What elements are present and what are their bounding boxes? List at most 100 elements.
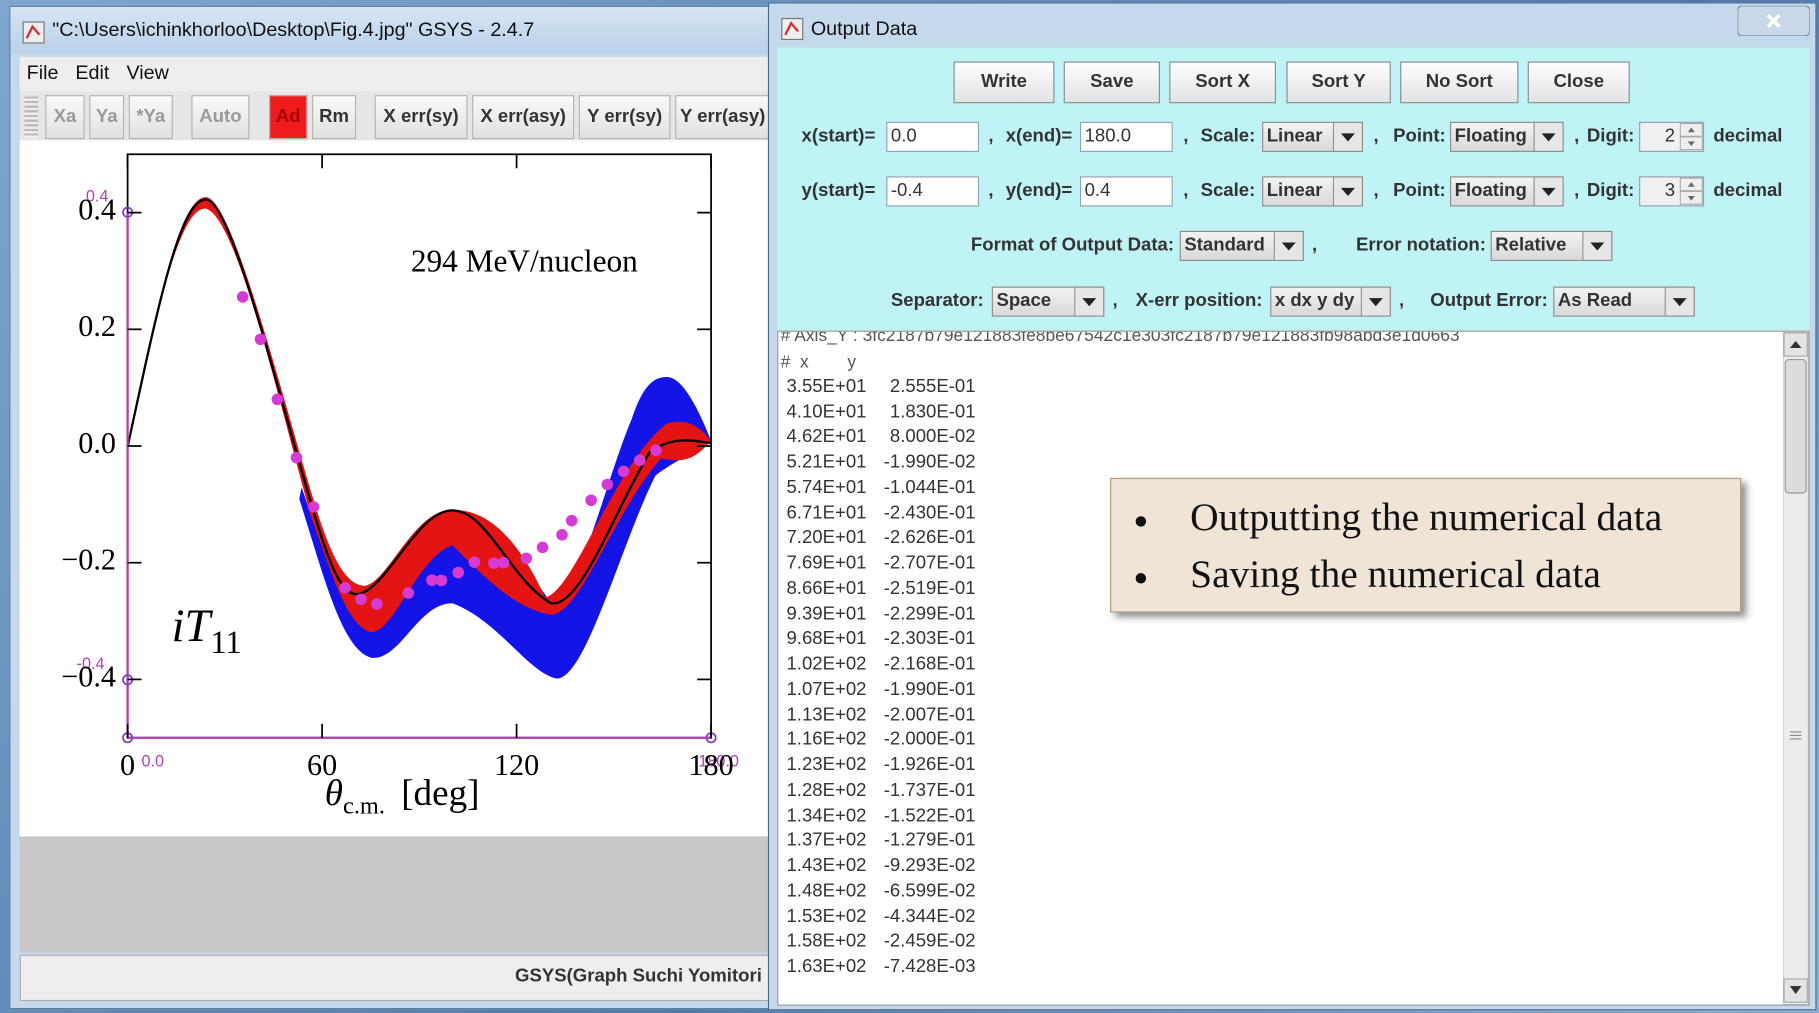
row-x: 8.66E+01 — [786, 578, 866, 601]
field-label: Separator: — [891, 287, 984, 317]
dropdown-arrow[interactable] — [1534, 122, 1564, 152]
text-field[interactable]: -0.4 — [886, 176, 979, 206]
header-line: # x y — [781, 351, 856, 374]
field-label: Point: — [1393, 176, 1446, 206]
row-y: -2.459E-02 — [871, 931, 975, 954]
status-text: GSYS(Graph Suchi Yomitori — [515, 966, 762, 987]
separator-comma: , — [1574, 122, 1579, 152]
row-y: -2.430E-01 — [871, 502, 975, 525]
dropdown-arrow[interactable] — [1665, 287, 1695, 317]
row-x: 1.16E+02 — [786, 729, 866, 752]
text-field[interactable]: 0.4 — [1080, 176, 1173, 206]
x-tick-label: 120 — [494, 748, 539, 782]
field-label: Scale: — [1201, 176, 1256, 206]
dropdown[interactable]: Floating — [1450, 122, 1564, 152]
dropdown-arrow[interactable] — [1333, 122, 1363, 152]
dropdown-arrow[interactable] — [1361, 287, 1391, 317]
dropdown-arrow[interactable] — [1074, 287, 1104, 317]
dropdown[interactable]: Linear — [1262, 122, 1363, 152]
toolbar-button[interactable]: *Ya — [129, 95, 173, 139]
button[interactable]: Save — [1064, 61, 1160, 103]
data-point — [585, 494, 597, 506]
row-y: -2.168E-01 — [871, 653, 975, 676]
y-tick-label: 0.2 — [78, 309, 116, 343]
bullet-text: Saving the numerical data — [1190, 550, 1601, 601]
dropdown-arrow[interactable] — [1534, 176, 1564, 206]
row-y: -1.926E-01 — [871, 754, 975, 777]
data-point — [566, 515, 578, 527]
panel-label-sub: 11 — [210, 626, 241, 662]
spinner-arrows[interactable] — [1680, 177, 1703, 205]
row-y: -4.344E-02 — [871, 905, 975, 928]
field-label: X-err position: — [1136, 287, 1263, 317]
row-y: -2.519E-01 — [871, 578, 975, 601]
spinner-arrows[interactable] — [1680, 123, 1703, 151]
dropdown-arrow[interactable] — [1274, 231, 1304, 261]
toolbar-button[interactable]: Xa — [45, 95, 84, 139]
dropdown[interactable]: x dx y dy — [1270, 287, 1391, 317]
x-tick-label: 0 — [120, 748, 135, 782]
toolbar-button[interactable]: Rm — [312, 95, 356, 139]
row-y: -9.293E-02 — [871, 855, 975, 878]
text-field[interactable]: 180.0 — [1080, 122, 1173, 152]
field-label: Scale: — [1201, 122, 1256, 152]
data-point — [452, 567, 464, 579]
spinner[interactable]: 3 — [1639, 176, 1704, 206]
button[interactable]: Sort Y — [1286, 61, 1390, 103]
row-y: -7.428E-03 — [871, 956, 975, 979]
toolbar-button[interactable]: Y err(sy) — [579, 95, 671, 139]
dropdown[interactable]: As Read — [1553, 287, 1695, 317]
row-x: 7.69E+01 — [786, 552, 866, 575]
data-point — [650, 445, 662, 457]
dropdown[interactable]: Space — [992, 287, 1105, 317]
row-x: 4.62E+01 — [786, 426, 866, 449]
button[interactable]: Close — [1528, 61, 1630, 103]
field-label: x(start)= — [802, 122, 876, 152]
menu-item[interactable]: File — [27, 61, 59, 84]
toolbar-button[interactable]: Auto — [191, 95, 249, 139]
separator-comma: , — [1112, 287, 1117, 317]
row-x: 1.63E+02 — [786, 956, 866, 979]
app-icon — [22, 21, 45, 44]
separator-comma: , — [988, 176, 993, 206]
dropdown[interactable]: Standard — [1180, 231, 1304, 261]
dropdown-arrow[interactable] — [1333, 176, 1363, 206]
data-point — [255, 333, 267, 345]
separator-comma: , — [1373, 122, 1378, 152]
row-x: 1.02E+02 — [786, 653, 866, 676]
button[interactable]: No Sort — [1400, 61, 1518, 103]
row-x: 7.20E+01 — [786, 527, 866, 550]
button[interactable]: Sort X — [1169, 61, 1276, 103]
dropdown[interactable]: Relative — [1491, 231, 1613, 261]
spinner[interactable]: 2 — [1639, 122, 1704, 152]
menu-item[interactable]: Edit — [75, 61, 109, 84]
x-tick-label: 60 — [307, 748, 337, 782]
toolbar-button[interactable]: Ya — [89, 95, 124, 139]
text-field[interactable]: 0.0 — [886, 122, 979, 152]
data-point — [602, 479, 614, 491]
separator-comma: , — [1574, 176, 1579, 206]
row-x: 6.71E+01 — [786, 502, 866, 525]
scrollbar[interactable] — [1783, 332, 1809, 1005]
dropdown[interactable]: Linear — [1262, 176, 1363, 206]
desktop: "C:\Users\ichinkhorloo\Desktop\Fig.4.jpg… — [0, 0, 1819, 1013]
toolbar-button[interactable]: X err(sy) — [375, 95, 468, 139]
menu-item[interactable]: View — [126, 61, 168, 84]
field-label: decimal — [1713, 122, 1782, 152]
toolbar-button[interactable]: Ad — [269, 95, 307, 139]
toolbar-button[interactable]: X err(asy) — [472, 95, 574, 139]
close-window-button[interactable] — [1738, 6, 1810, 36]
toolbar-button[interactable]: Y err(asy) — [675, 95, 770, 139]
dropdown-arrow[interactable] — [1582, 231, 1612, 261]
dropdown[interactable]: Floating — [1450, 176, 1564, 206]
data-point — [498, 557, 510, 569]
panel-label: iT11 — [172, 601, 242, 662]
row-x: 1.28E+02 — [786, 779, 866, 802]
separator-comma: , — [1373, 176, 1378, 206]
button[interactable]: Write — [954, 61, 1055, 103]
x-tick-label: 180 — [688, 748, 733, 782]
row-y: 8.000E-02 — [871, 426, 975, 449]
row-y: 2.555E-01 — [871, 376, 975, 399]
x-axis-label: θc.m.[deg] — [325, 772, 480, 819]
